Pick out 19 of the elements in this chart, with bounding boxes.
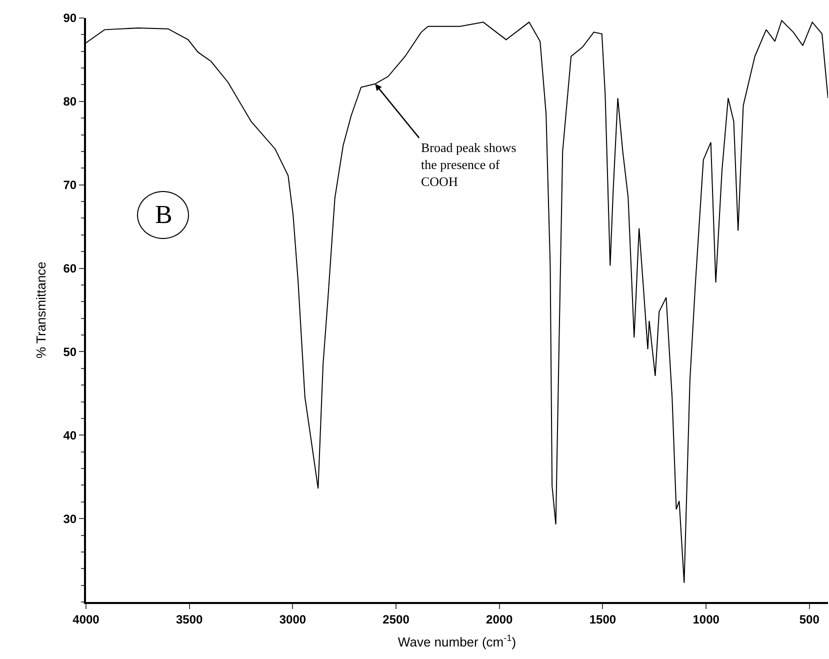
x-tick-label: 500 bbox=[799, 612, 820, 626]
x-axis-title: Wave number (cm$^{-1}$) bbox=[398, 633, 516, 650]
x-tick-label: 2500 bbox=[382, 612, 410, 626]
x-tick-label: 2000 bbox=[486, 612, 514, 626]
x-tick-label: 3500 bbox=[176, 612, 204, 626]
y-axis-title: % Transmittance bbox=[34, 262, 49, 358]
y-tick-label: 30 bbox=[63, 512, 77, 526]
annotation: Broad peak shows the presence of COOH bbox=[421, 140, 516, 189]
y-tick-label: 80 bbox=[63, 94, 77, 109]
y-tick-label: 70 bbox=[63, 178, 77, 192]
x-tick-label: 4000 bbox=[72, 612, 100, 626]
y-tick-label: 50 bbox=[63, 344, 77, 359]
y-tick-label: 40 bbox=[63, 428, 77, 442]
y-tick-label: 90 bbox=[63, 11, 77, 26]
x-tick-label: 1000 bbox=[692, 612, 720, 626]
annotation: B bbox=[155, 200, 172, 229]
x-tick-label: 1500 bbox=[589, 612, 616, 626]
y-tick-label: 60 bbox=[63, 261, 77, 276]
x-tick-label: 3000 bbox=[279, 612, 306, 626]
